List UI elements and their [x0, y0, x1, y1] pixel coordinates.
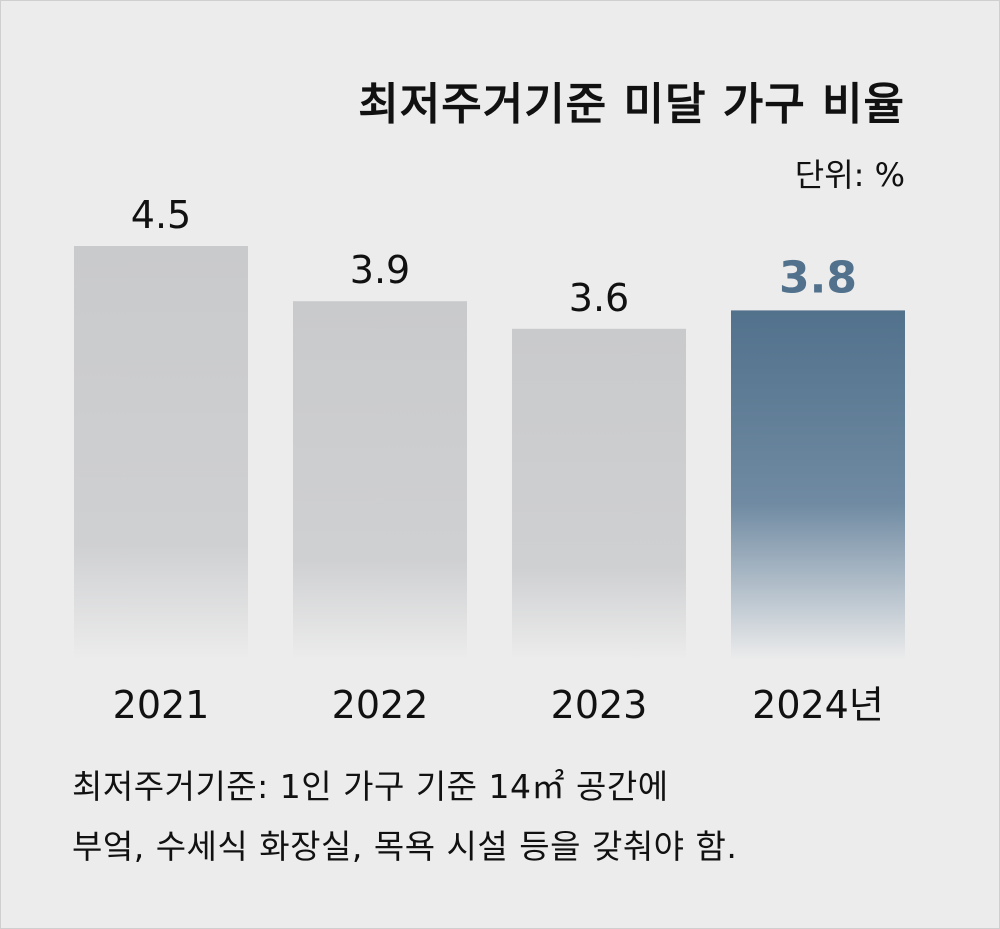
- value-label-2: 3.9: [350, 248, 410, 292]
- unit-label: 단위: %: [794, 156, 905, 194]
- chart-title: 최저주거기준 미달 가구 비율: [358, 79, 905, 130]
- value-label-3: 3.6: [569, 276, 629, 320]
- footnote-line-1: 최저주거기준: 1인 가구 기준 14㎡ 공간에: [72, 767, 669, 806]
- bar-3: [512, 328, 686, 660]
- category-label-2: 2022: [332, 683, 429, 727]
- bar-2: [293, 301, 467, 660]
- bar-1: [74, 246, 248, 660]
- value-label-1: 4.5: [131, 193, 191, 237]
- category-label-4: 2024년: [752, 683, 884, 727]
- value-label-4: 3.8: [779, 252, 857, 303]
- bar-4: [731, 310, 905, 660]
- category-label-1: 2021: [113, 683, 210, 727]
- category-label-3: 2023: [551, 683, 648, 727]
- footnote-line-2: 부엌, 수세식 화장실, 목욕 시설 등을 갖춰야 함.: [72, 827, 738, 866]
